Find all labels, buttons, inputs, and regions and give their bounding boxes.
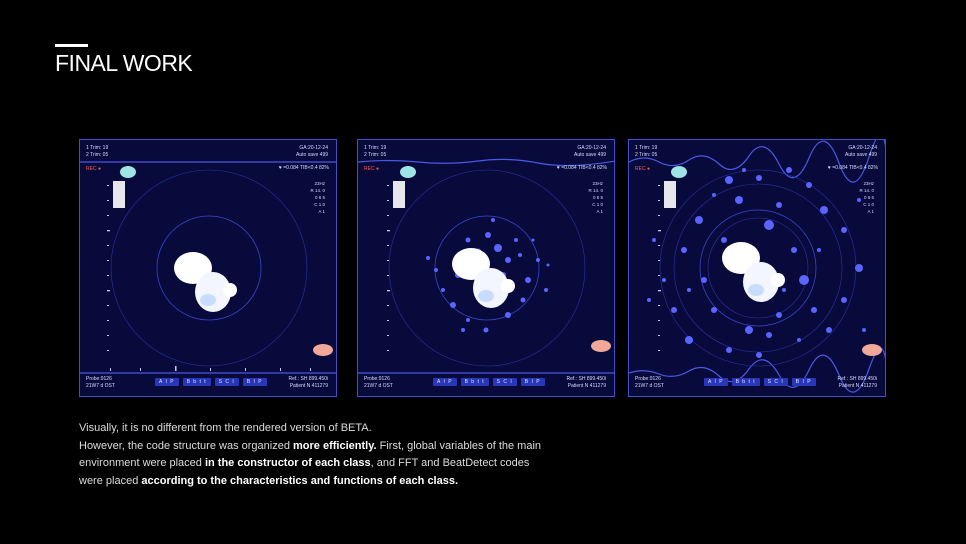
dino-sticker-1	[671, 166, 687, 178]
ultrasound-panel-2: 1 Trim: 19 2 Trim: 05 GA:20-12-24 Auto sav…	[357, 139, 615, 397]
patient-info: Ref.: SH 899.450i Patient N 411279	[837, 376, 877, 389]
rec-indicator: REC ●	[364, 166, 379, 172]
description-paragraph-2: However, the code structure was organize…	[79, 439, 542, 487]
bbtt-button[interactable]: B b t t	[182, 378, 211, 386]
mode-buttons: A I P B b t t S C I B I P	[155, 378, 267, 386]
aip-button[interactable]: A I P	[155, 378, 179, 386]
ga-info: GA:20-12-24 Auto save 499	[296, 145, 328, 158]
probe-info: Probe:9126 21W7 d OST	[364, 376, 393, 389]
rec-indicator: REC ●	[86, 166, 101, 172]
trim-info: 1 Trim: 19 2 Trim: 05	[364, 145, 387, 158]
dino-sticker-1	[400, 166, 416, 178]
heart-metric: ♥ =0.084 TIB<0.4 82%	[827, 165, 878, 171]
trim-info: 1 Trim: 19 2 Trim: 05	[86, 145, 109, 158]
patient-info: Ref.: SH 899.450i Patient N 411279	[288, 376, 328, 389]
title-underline	[55, 44, 88, 47]
ga-info: GA:20-12-24 Auto save 499	[574, 145, 606, 158]
heart-metric: ♥ =0.084 TIB<0.4 82%	[278, 165, 329, 171]
probe-info: Probe:9126 21W7 d OST	[86, 376, 115, 389]
sci-button[interactable]: S C I	[214, 378, 239, 386]
heart-metric: ♥ =0.084 TIB<0.4 82%	[556, 165, 607, 171]
probe-info: Probe:9126 21W7 d OST	[635, 376, 664, 389]
fetus-graphic-1	[174, 252, 237, 312]
aip-button[interactable]: A I P	[704, 378, 728, 386]
panel-3-graphic	[629, 140, 885, 393]
dino-sticker-2	[313, 344, 333, 356]
patient-info: Ref.: SH 899.450i Patient N 411279	[566, 376, 606, 389]
mode-buttons: A I P B b t t S C I B I P	[433, 378, 545, 386]
sci-button[interactable]: S C I	[763, 378, 788, 386]
ultrasound-panel-1: 1 Trim: 19 2 Trim: 05 GA:20-12-24 Auto sav…	[79, 139, 337, 397]
dino-sticker-2	[591, 340, 611, 352]
panel-2-graphic	[358, 158, 614, 374]
bbtt-button[interactable]: B b t t	[460, 378, 489, 386]
slide-description: Visually, it is no different from the re…	[79, 420, 549, 490]
rec-indicator: REC ●	[635, 166, 650, 172]
fetus-graphic-2	[452, 248, 515, 308]
bip-button[interactable]: B I P	[242, 378, 267, 386]
ga-info: GA:20-12-24 Auto save 499	[845, 145, 877, 158]
fetus-graphic-3	[722, 242, 785, 302]
slide-title: FINAL WORK	[55, 50, 193, 76]
dino-sticker-2	[862, 344, 882, 356]
bbtt-button[interactable]: B b t t	[731, 378, 760, 386]
sci-button[interactable]: S C I	[492, 378, 517, 386]
aip-button[interactable]: A I P	[433, 378, 457, 386]
bip-button[interactable]: B I P	[520, 378, 545, 386]
dino-sticker-1	[120, 166, 136, 178]
ultrasound-panel-3: 1 Trim: 19 2 Trim: 05 GA:20-12-24 Auto sav…	[628, 139, 886, 397]
trim-info: 1 Trim: 19 2 Trim: 05	[635, 145, 658, 158]
mode-buttons: A I P B b t t S C I B I P	[704, 378, 816, 386]
bip-button[interactable]: B I P	[791, 378, 816, 386]
panel-1-graphic	[80, 161, 336, 374]
description-line-1: Visually, it is no different from the re…	[79, 422, 372, 434]
